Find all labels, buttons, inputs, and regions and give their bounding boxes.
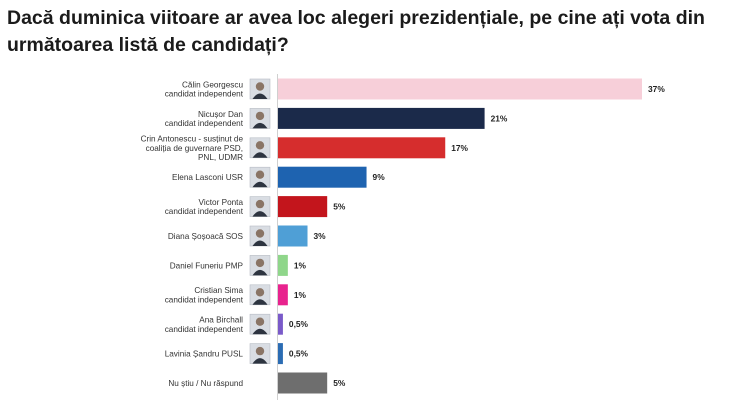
bar — [278, 254, 288, 276]
bar — [278, 225, 308, 247]
candidate-photo-icon — [249, 108, 271, 129]
value-label: 9% — [373, 172, 386, 182]
value-label: 5% — [333, 202, 346, 212]
category-label: Elena Lasconi USR — [172, 173, 243, 182]
category-label: candidat independent — [165, 207, 244, 216]
candidate-photo-icon — [249, 78, 271, 100]
bar — [278, 372, 328, 394]
category-label: Daniel Funeriu PMP — [170, 261, 244, 270]
value-label: 5% — [333, 378, 346, 388]
bar — [278, 284, 288, 306]
category-label: Victor Ponta — [199, 198, 244, 207]
bar — [278, 78, 642, 100]
candidate-photo-icon — [249, 255, 271, 276]
value-label: 1% — [294, 290, 307, 300]
value-label: 1% — [294, 260, 307, 270]
category-label: Călin Georgescu — [182, 80, 243, 89]
bar — [278, 137, 446, 159]
value-label: 37% — [648, 84, 665, 94]
category-label: candidat independent — [165, 90, 244, 99]
category-label: PNL, UDMR — [198, 153, 243, 162]
candidate-photo-icon — [249, 225, 271, 247]
value-label: 17% — [451, 143, 468, 153]
category-label: candidat independent — [165, 119, 244, 128]
bar — [278, 166, 367, 188]
candidate-photo-icon — [249, 137, 271, 159]
category-label: Nu știu / Nu răspund — [168, 379, 243, 388]
candidate-photo-icon — [249, 284, 271, 306]
candidate-photo-icon — [249, 196, 271, 217]
bar — [278, 313, 283, 335]
candidate-photo-icon — [249, 313, 271, 335]
category-label: Nicușor Dan — [198, 110, 243, 119]
candidate-photo-icon — [249, 343, 271, 364]
value-label: 0,5% — [289, 319, 309, 329]
bar — [278, 107, 485, 129]
chart-title: Dacă duminica viitoare ar avea loc alege… — [7, 7, 705, 56]
category-label: Diana Șoșoacă SOS — [168, 232, 244, 241]
category-label: candidat independent — [165, 295, 244, 304]
bar — [278, 343, 283, 365]
category-label: Lavinia Șandru PUSL — [165, 350, 244, 359]
value-label: 21% — [491, 113, 508, 123]
category-label: candidat independent — [165, 325, 244, 334]
value-label: 0,5% — [289, 349, 309, 359]
value-label: 3% — [314, 231, 327, 241]
bar — [278, 196, 328, 218]
category-label: Ana Birchall — [199, 316, 243, 325]
category-label: coaliția de guvernare PSD, — [146, 144, 243, 153]
category-label: Crin Antonescu - susținut de — [141, 135, 244, 144]
candidate-photo-icon — [249, 166, 271, 188]
category-label: Cristian Sima — [194, 286, 243, 295]
